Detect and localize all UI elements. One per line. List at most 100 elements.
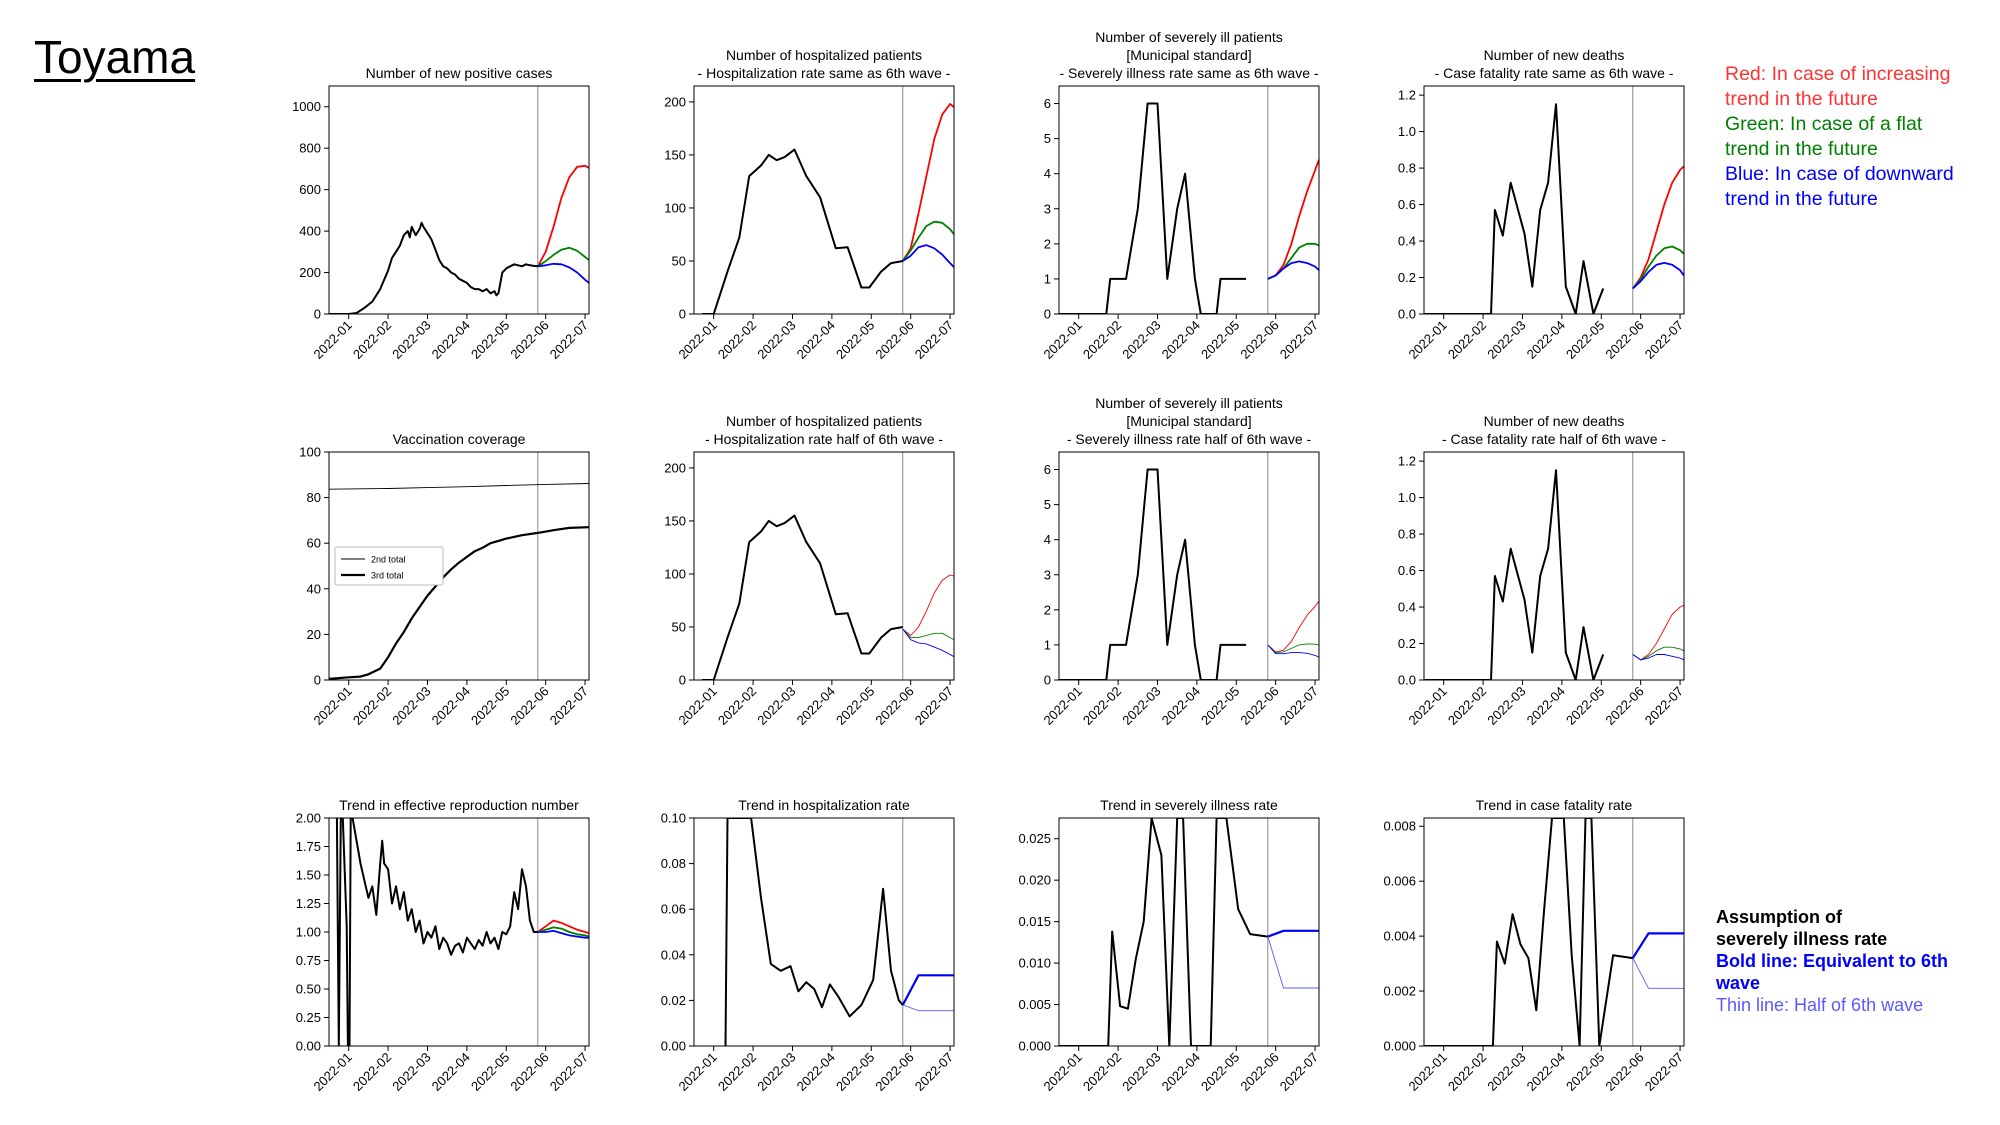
x-tick-label: 2022-02 [715, 684, 759, 728]
y-tick-label: 60 [307, 536, 321, 551]
y-tick-label: 0.004 [1383, 929, 1416, 944]
plot-area [1059, 818, 1319, 1046]
x-tick-label: 2022-03 [754, 1050, 798, 1094]
x-tick-label: 2022-02 [350, 318, 394, 362]
y-tick-label: 0.8 [1398, 527, 1416, 542]
series-2nd-total [329, 483, 589, 490]
x-tick-label: 2022-06 [872, 318, 916, 362]
y-tick-label: 1.75 [296, 839, 321, 854]
note-red-1: Red: In case of increasing [1725, 63, 1951, 85]
x-tick-label: 2022-01 [1405, 1050, 1449, 1094]
note-green-2: trend in the future [1725, 138, 1878, 160]
y-tick-label: 0.020 [1018, 873, 1051, 888]
series-observed [1059, 102, 1247, 314]
series-thin [1267, 936, 1319, 989]
x-tick-label: 2022-05 [833, 684, 877, 728]
legend-label: 2nd total [371, 555, 406, 565]
y-tick-label: 1 [1044, 271, 1051, 286]
y-tick-label: 200 [299, 265, 321, 280]
x-tick-label: 2022-03 [389, 318, 433, 362]
chart-title: - Hospitalization rate same as 6th wave … [698, 65, 951, 81]
y-tick-label: 0 [314, 673, 321, 688]
y-tick-label: 0.6 [1398, 197, 1416, 212]
chart-title: - Severely illness rate half of 6th wave… [1067, 431, 1312, 447]
y-tick-label: 600 [299, 182, 321, 197]
plot-area [1424, 452, 1684, 680]
note-green-1: Green: In case of a flat [1725, 113, 1923, 135]
x-tick-label: 2022-07 [547, 684, 591, 728]
plot-area [335, 818, 589, 1046]
y-tick-label: 0.02 [661, 993, 686, 1008]
axes-frame [1423, 451, 1685, 681]
series-flat [1632, 245, 1684, 290]
x-tick-label: 2022-02 [1445, 684, 1489, 728]
y-tick-label: 0.000 [1383, 1039, 1416, 1054]
plot-area [1059, 452, 1319, 680]
y-tick-label: 200 [664, 94, 686, 109]
y-tick-label: 0 [1044, 673, 1051, 688]
axes-frame [328, 451, 590, 681]
chart-vaccination: Vaccination coverage0204060801002022-012… [299, 431, 591, 728]
y-tick-label: 0.10 [661, 811, 686, 826]
plot-area [701, 452, 954, 680]
x-tick-label: 2022-07 [1277, 684, 1321, 728]
series-increase [1267, 159, 1319, 280]
series-observed [329, 221, 538, 314]
y-tick-label: 80 [307, 490, 321, 505]
series-decrease [902, 244, 954, 268]
x-tick-label: 2022-03 [754, 318, 798, 362]
x-tick-label: 2022-01 [675, 1050, 719, 1094]
series-observed [1059, 818, 1268, 1046]
y-tick-label: 0.015 [1018, 914, 1051, 929]
chart-deaths-half: Number of new deaths - Case fatality rate… [1398, 413, 1686, 728]
x-tick-label: 2022-01 [1040, 684, 1084, 728]
y-tick-label: 1000 [292, 99, 321, 114]
x-tick-label: 2022-05 [1563, 1050, 1607, 1094]
y-tick-label: 200 [664, 460, 686, 475]
axes-frame [328, 817, 590, 1047]
series-increase [1267, 600, 1319, 653]
series-flat [537, 926, 589, 938]
x-tick-label: 2022-06 [507, 1050, 551, 1094]
plot-area [1424, 86, 1684, 314]
x-tick-label: 2022-03 [389, 684, 433, 728]
series-flat [537, 246, 589, 268]
y-tick-label: 100 [299, 445, 321, 460]
y-tick-label: 2 [1044, 602, 1051, 617]
x-tick-label: 2022-03 [1119, 318, 1163, 362]
x-tick-label: 2022-04 [1159, 318, 1203, 362]
x-tick-label: 2022-06 [1237, 684, 1281, 728]
chart-title: Number of new positive cases [366, 65, 553, 81]
x-tick-label: 2022-06 [872, 684, 916, 728]
x-tick-label: 2022-03 [1119, 1050, 1163, 1094]
x-tick-label: 2022-04 [1159, 684, 1203, 728]
y-tick-label: 0.00 [661, 1039, 686, 1054]
y-tick-label: 0.006 [1383, 874, 1416, 889]
axes-frame [328, 85, 590, 315]
x-tick-label: 2022-06 [1602, 1050, 1646, 1094]
chart-new-positive-cases: Number of new positive cases 0 200 400 600 80… [292, 65, 591, 362]
y-tick-label: 100 [664, 200, 686, 215]
series-3rd-total [329, 526, 589, 680]
x-tick-label: 2022-02 [1080, 1050, 1124, 1094]
note-blue-2: trend in the future [1725, 188, 1878, 210]
note-red-2: trend in the future [1725, 88, 1878, 110]
axes-frame [1058, 451, 1320, 681]
y-tick-label: 0.2 [1398, 270, 1416, 285]
chart-hospitalized-half: Number of hospitalized patients - Hospita… [664, 413, 956, 728]
chart-rt-trend: Trend in effective reproduction number 0.… [296, 797, 591, 1094]
x-tick-label: 2022-04 [794, 1050, 838, 1094]
y-tick-label: 4 [1044, 532, 1051, 547]
y-tick-label: 0.08 [661, 856, 686, 871]
x-tick-label: 2022-05 [468, 1050, 512, 1094]
chart-severe-half: Number of severely ill patients [Municipa… [1040, 395, 1321, 728]
series-decrease [537, 930, 589, 939]
x-tick-label: 2022-05 [833, 318, 877, 362]
x-tick-label: 2022-05 [468, 318, 512, 362]
x-tick-label: 2022-03 [1484, 1050, 1528, 1094]
x-tick-label: 2022-03 [754, 684, 798, 728]
chart-title: Vaccination coverage [393, 431, 526, 447]
chart-title: Trend in effective reproduction number [339, 797, 579, 813]
chart-title: Trend in case fatality rate [1476, 797, 1633, 813]
